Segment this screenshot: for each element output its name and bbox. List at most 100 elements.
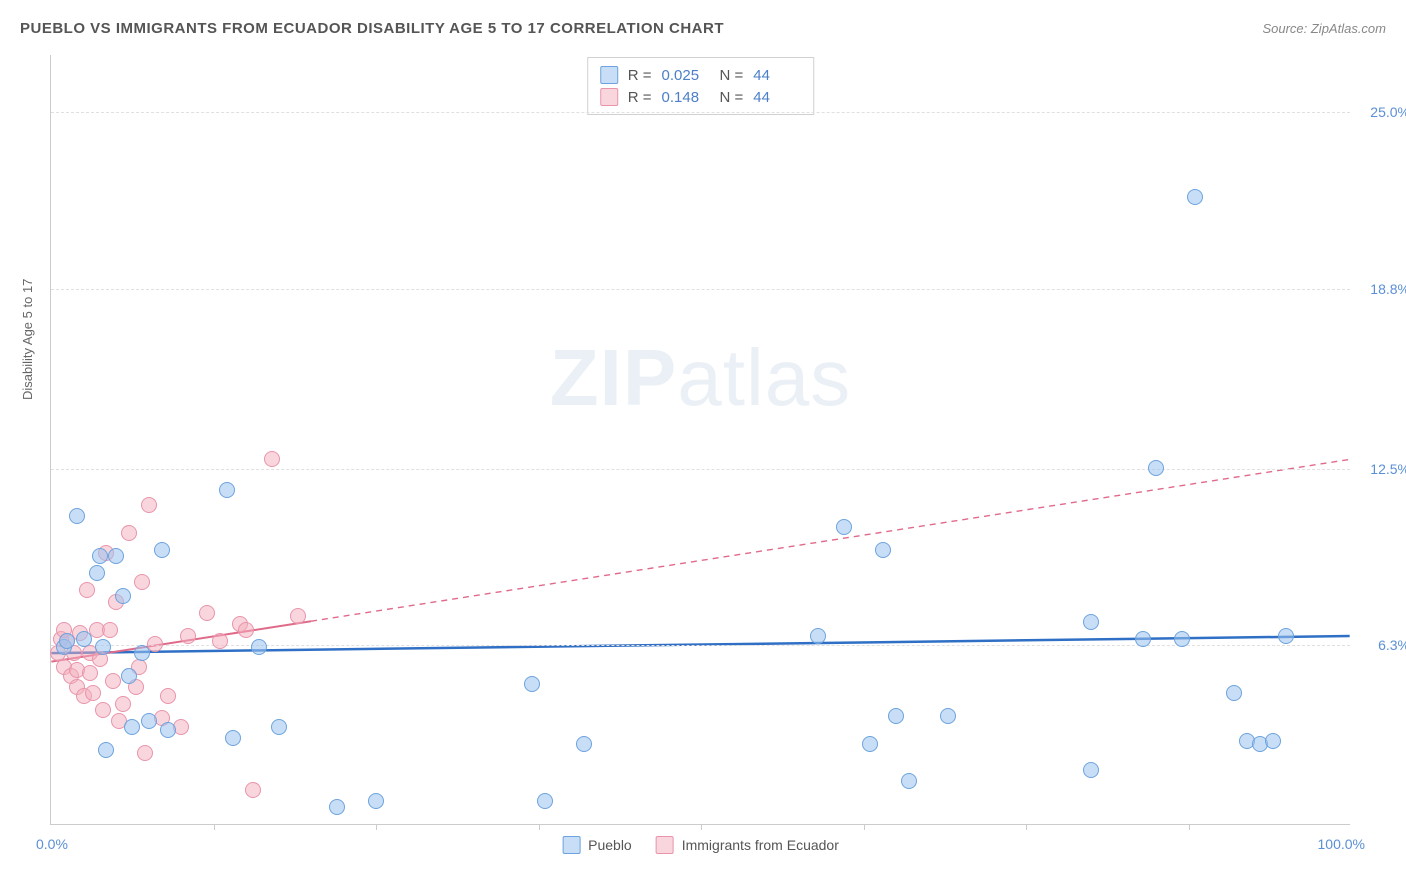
data-point: [271, 719, 287, 735]
data-point: [89, 565, 105, 581]
r-value-blue: 0.025: [662, 67, 710, 84]
legend-label: Immigrants from Ecuador: [682, 837, 839, 853]
data-point: [901, 773, 917, 789]
swatch-pink: [656, 836, 674, 854]
y-tick-label: 18.8%: [1370, 281, 1406, 297]
data-point: [95, 639, 111, 655]
data-point: [810, 628, 826, 644]
gridline: [51, 112, 1350, 113]
data-point: [836, 519, 852, 535]
n-label: N =: [720, 67, 744, 84]
data-point: [95, 702, 111, 718]
y-tick-label: 6.3%: [1378, 637, 1406, 653]
swatch-pink: [600, 88, 618, 106]
y-tick-label: 25.0%: [1370, 104, 1406, 120]
y-tick-label: 12.5%: [1370, 461, 1406, 477]
data-point: [862, 736, 878, 752]
legend-item: Pueblo: [562, 836, 632, 854]
data-point: [290, 608, 306, 624]
legend-series: Pueblo Immigrants from Ecuador: [562, 836, 839, 854]
data-point: [69, 508, 85, 524]
data-point: [160, 722, 176, 738]
x-tick-mark: [701, 824, 702, 830]
y-axis-label: Disability Age 5 to 17: [20, 279, 35, 400]
data-point: [121, 525, 137, 541]
x-tick-mark: [214, 824, 215, 830]
data-point: [875, 542, 891, 558]
data-point: [160, 688, 176, 704]
data-point: [141, 497, 157, 513]
data-point: [98, 742, 114, 758]
swatch-blue: [562, 836, 580, 854]
data-point: [137, 745, 153, 761]
data-point: [92, 548, 108, 564]
data-point: [134, 645, 150, 661]
data-point: [59, 633, 75, 649]
data-point: [180, 628, 196, 644]
swatch-blue: [600, 66, 618, 84]
data-point: [219, 482, 235, 498]
x-tick-mark: [1189, 824, 1190, 830]
n-value-blue: 44: [753, 67, 801, 84]
data-point: [134, 574, 150, 590]
data-point: [79, 582, 95, 598]
x-tick-mark: [1026, 824, 1027, 830]
watermark: ZIPatlas: [550, 332, 851, 424]
gridline: [51, 645, 1350, 646]
data-point: [537, 793, 553, 809]
x-tick-max: 100.0%: [1318, 836, 1365, 852]
data-point: [154, 542, 170, 558]
n-value-pink: 44: [753, 89, 801, 106]
source-link[interactable]: ZipAtlas.com: [1311, 21, 1386, 36]
source-prefix: Source:: [1262, 21, 1310, 36]
data-point: [1083, 762, 1099, 778]
x-tick-mark: [864, 824, 865, 830]
data-point: [238, 622, 254, 638]
r-value-pink: 0.148: [662, 89, 710, 106]
watermark-atlas: atlas: [677, 333, 851, 422]
data-point: [105, 673, 121, 689]
data-point: [1187, 189, 1203, 205]
data-point: [888, 708, 904, 724]
source-citation: Source: ZipAtlas.com: [1262, 21, 1386, 36]
data-point: [1174, 631, 1190, 647]
chart-header: PUEBLO VS IMMIGRANTS FROM ECUADOR DISABI…: [20, 20, 1386, 37]
data-point: [212, 633, 228, 649]
legend-stats-row: R = 0.148 N = 44: [600, 86, 802, 108]
legend-stats: R = 0.025 N = 44 R = 0.148 N = 44: [587, 57, 815, 115]
data-point: [329, 799, 345, 815]
data-point: [85, 685, 101, 701]
data-point: [264, 451, 280, 467]
x-tick-mark: [376, 824, 377, 830]
watermark-zip: ZIP: [550, 333, 677, 422]
data-point: [1083, 614, 1099, 630]
data-point: [1278, 628, 1294, 644]
data-point: [199, 605, 215, 621]
data-point: [576, 736, 592, 752]
data-point: [76, 631, 92, 647]
data-point: [524, 676, 540, 692]
gridline: [51, 289, 1350, 290]
r-label: R =: [628, 89, 652, 106]
data-point: [82, 665, 98, 681]
data-point: [108, 548, 124, 564]
data-point: [115, 696, 131, 712]
x-tick-min: 0.0%: [36, 836, 68, 852]
legend-item: Immigrants from Ecuador: [656, 836, 839, 854]
data-point: [102, 622, 118, 638]
trend-lines: [51, 55, 1350, 824]
data-point: [225, 730, 241, 746]
data-point: [115, 588, 131, 604]
legend-label: Pueblo: [588, 837, 632, 853]
data-point: [1265, 733, 1281, 749]
x-tick-mark: [539, 824, 540, 830]
data-point: [1135, 631, 1151, 647]
data-point: [1148, 460, 1164, 476]
chart-title: PUEBLO VS IMMIGRANTS FROM ECUADOR DISABI…: [20, 20, 724, 37]
data-point: [124, 719, 140, 735]
data-point: [251, 639, 267, 655]
legend-stats-row: R = 0.025 N = 44: [600, 64, 802, 86]
r-label: R =: [628, 67, 652, 84]
n-label: N =: [720, 89, 744, 106]
data-point: [141, 713, 157, 729]
